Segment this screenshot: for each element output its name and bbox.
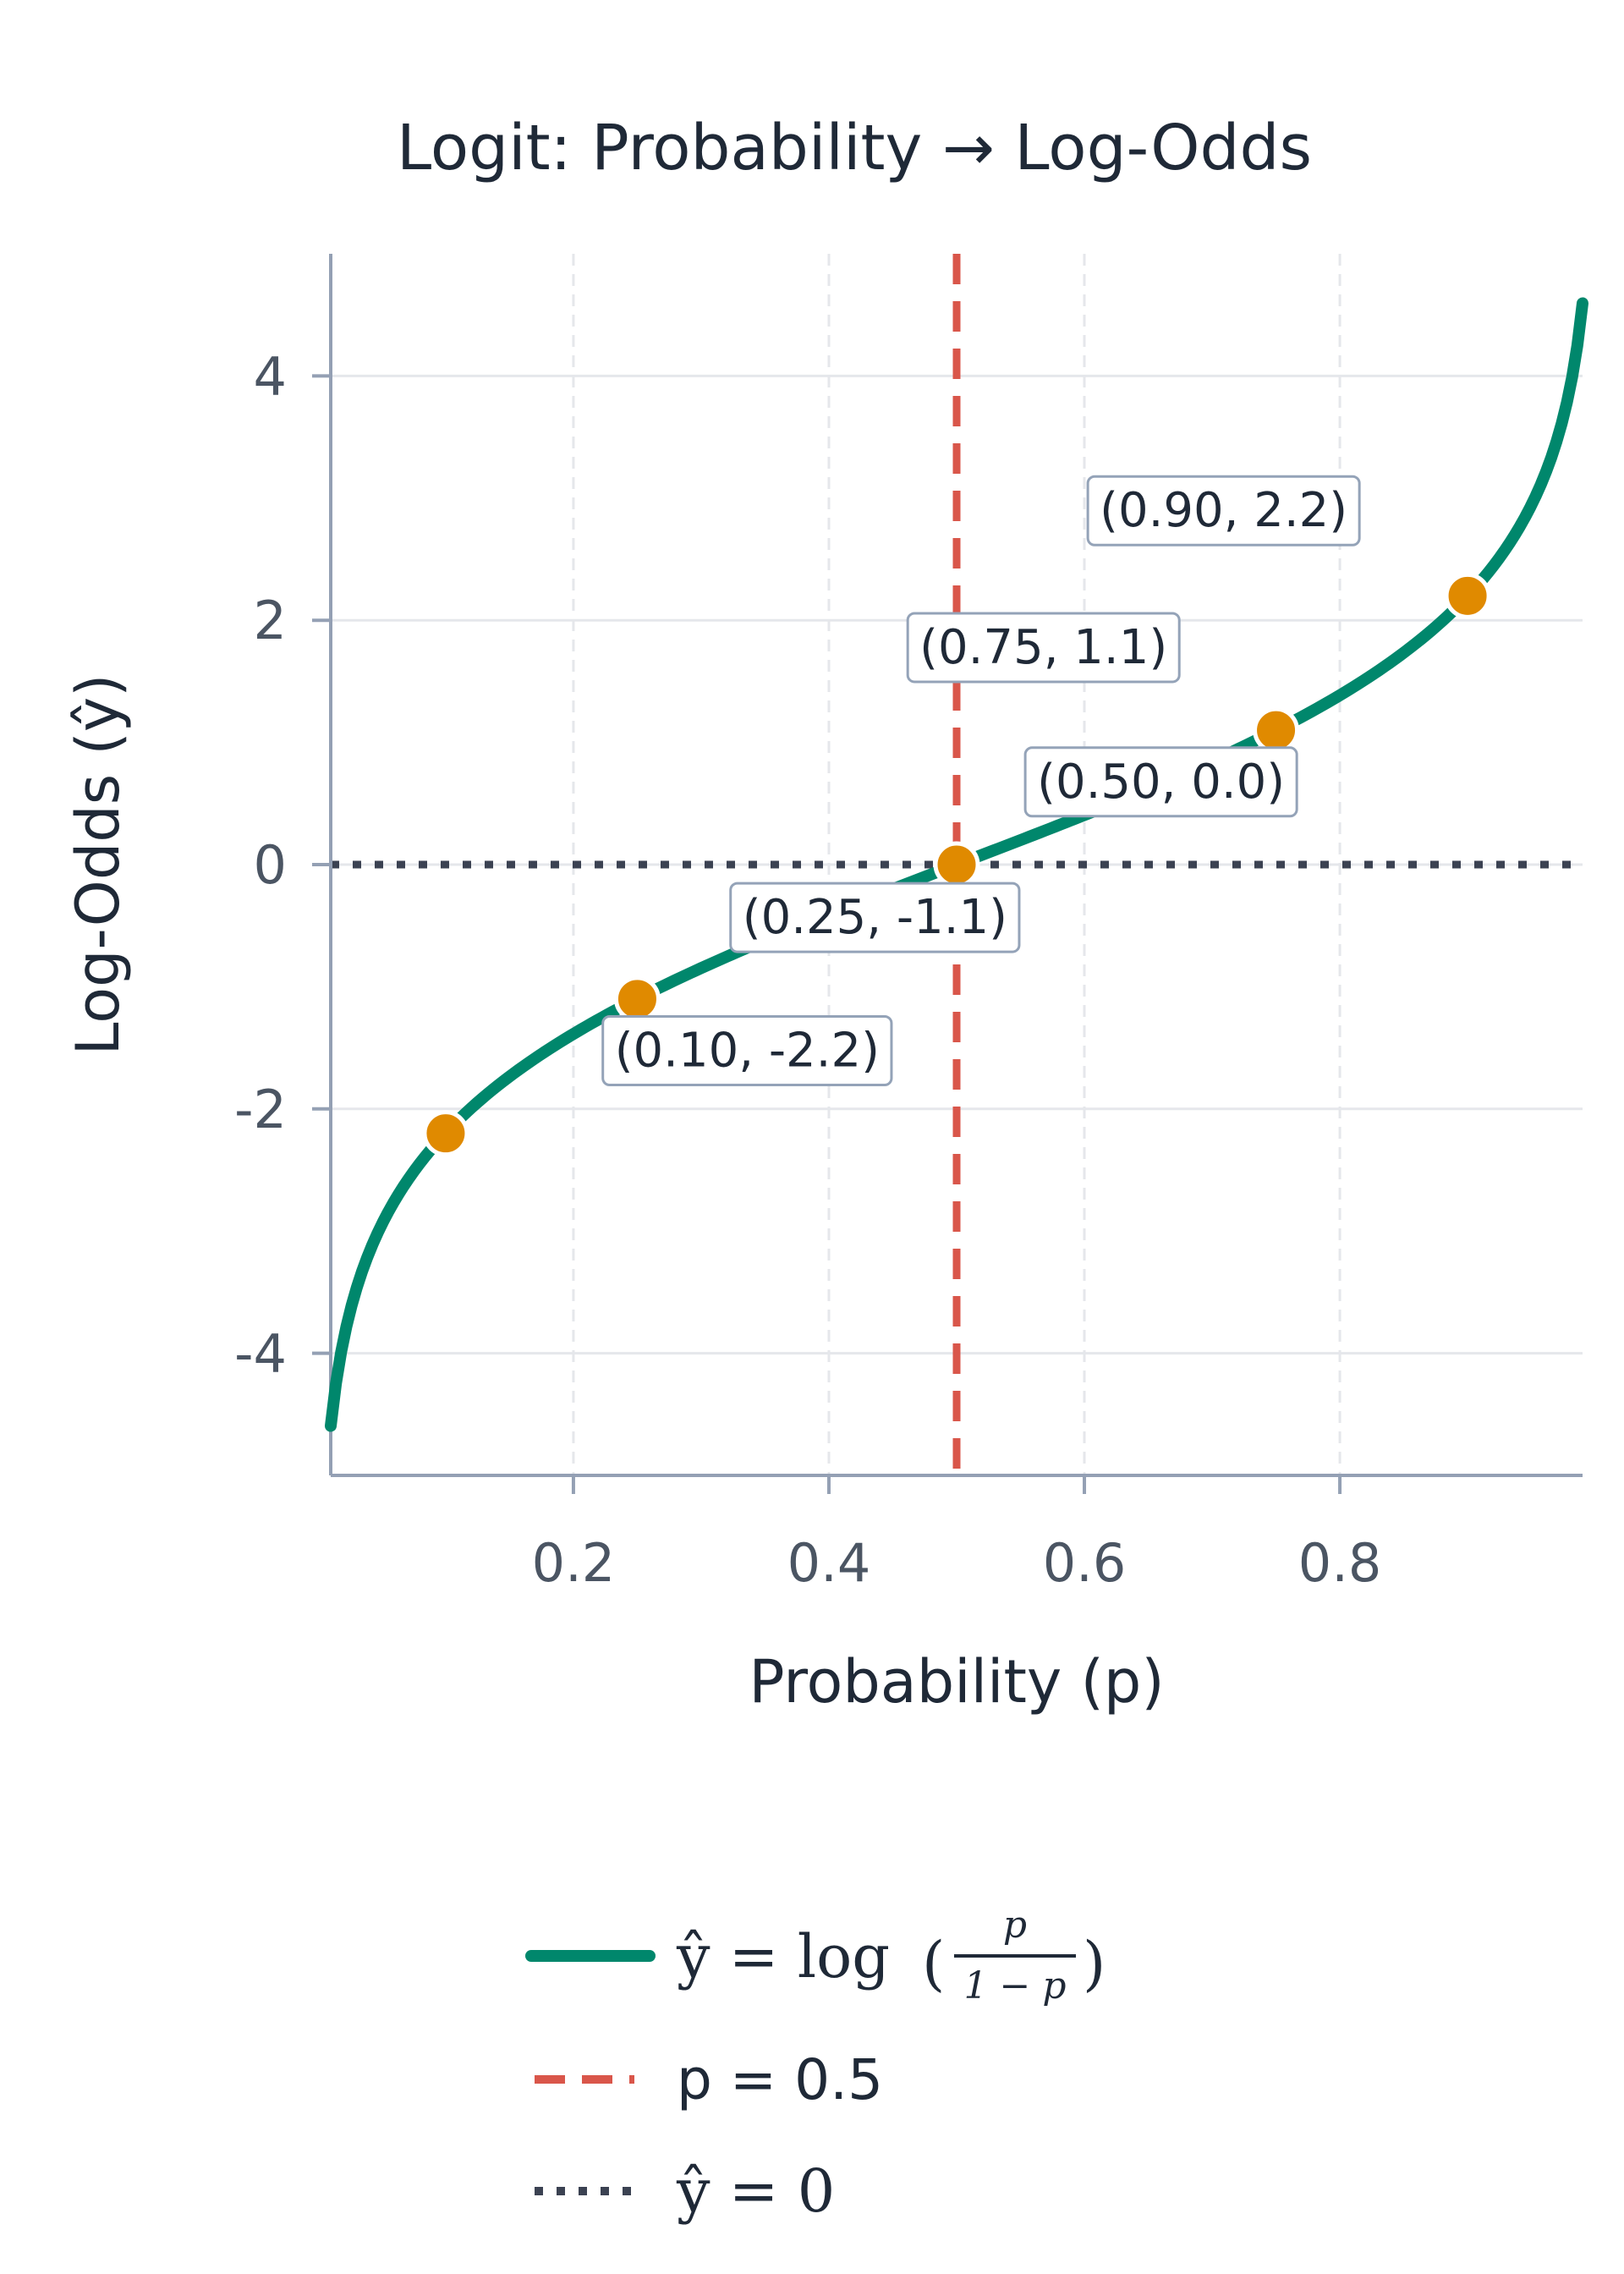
legend-paren-right: ) — [1083, 1929, 1106, 1998]
reference-lines — [331, 254, 1583, 1475]
annotation-box — [1023, 746, 1298, 818]
data-point — [933, 841, 980, 888]
y-tick-label: -4 — [234, 1323, 287, 1385]
legend-label-curve: ŷ = log — [676, 1922, 890, 1991]
annotation-label: (0.10, -2.2) — [615, 1023, 880, 1078]
legend-label-vline: p = 0.5 — [677, 2047, 883, 2112]
annotation: (0.10, -2.2) — [601, 1014, 893, 1086]
annotation-box — [1086, 475, 1361, 547]
x-tick-label: 0.8 — [1298, 1532, 1382, 1594]
annotation: (0.25, -1.1) — [729, 882, 1021, 953]
legend-fraction-numerator: p — [1003, 1903, 1027, 1947]
series-points — [422, 572, 1491, 1157]
x-tick-label: 0.2 — [532, 1532, 616, 1594]
annotation: (0.75, 1.1) — [906, 612, 1181, 684]
legend: ŷ = log ( p 1 − p ) p = 0.5 ŷ = 0 — [525, 1903, 1106, 2226]
legend-label-hline: ŷ = 0 — [676, 2156, 835, 2226]
y-tick-label: 4 — [254, 345, 287, 407]
annotation: (0.50, 0.0) — [1023, 746, 1298, 818]
y-tick-label: 0 — [254, 834, 287, 896]
y-axis-label: Log-Odds (ŷ) — [63, 674, 133, 1056]
annotation-label: (0.90, 2.2) — [1100, 483, 1347, 538]
data-point — [613, 975, 661, 1023]
x-axis-label: Probability (p) — [749, 1647, 1164, 1716]
y-tick-label: 2 — [254, 590, 287, 651]
data-point — [422, 1110, 469, 1157]
chart-title: Logit: Probability → Log-Odds — [397, 112, 1312, 184]
data-point — [1253, 706, 1300, 754]
annotation-box — [906, 612, 1181, 684]
data-point — [1444, 572, 1491, 619]
annotation-label: (0.75, 1.1) — [919, 620, 1167, 675]
x-tick-label: 0.6 — [1043, 1532, 1127, 1594]
legend-fraction-denominator: 1 − p — [964, 1964, 1067, 2008]
y-tick-label: -2 — [234, 1079, 287, 1140]
legend-paren-left: ( — [922, 1929, 945, 1998]
annotation: (0.90, 2.2) — [1086, 475, 1361, 547]
annotation-box — [729, 882, 1021, 953]
ticks: -4 -2 0 2 4 0.2 0.4 0.6 0.8 — [234, 345, 1381, 1594]
annotation-label: (0.50, 0.0) — [1037, 755, 1285, 810]
annotation-box — [601, 1014, 893, 1086]
annotations: (0.10, -2.2) (0.25, -1.1) (0.50, 0.0) (0.75… — [601, 475, 1361, 1086]
x-tick-label: 0.4 — [787, 1532, 871, 1594]
annotation-label: (0.25, -1.1) — [743, 890, 1007, 945]
